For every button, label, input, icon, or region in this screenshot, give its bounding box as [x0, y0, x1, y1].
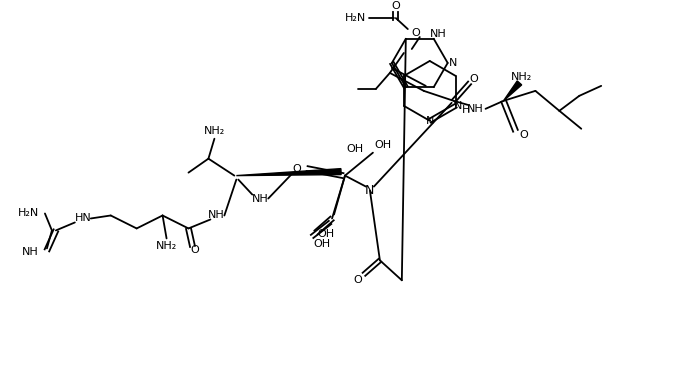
- Polygon shape: [237, 169, 341, 176]
- Text: NH₂: NH₂: [203, 126, 225, 136]
- Text: NH: NH: [252, 194, 268, 204]
- Text: NH: NH: [208, 211, 225, 221]
- Text: N: N: [365, 184, 374, 197]
- Text: OH: OH: [313, 239, 331, 249]
- Text: NH₂: NH₂: [156, 241, 177, 251]
- Text: N: N: [448, 58, 457, 68]
- Text: H₂N: H₂N: [18, 208, 39, 219]
- Text: OH: OH: [318, 229, 335, 239]
- Text: H: H: [462, 105, 470, 115]
- Text: O: O: [412, 28, 420, 38]
- Text: N: N: [426, 116, 434, 126]
- Text: H₂N: H₂N: [345, 13, 366, 23]
- Text: O: O: [392, 1, 400, 11]
- Text: NH: NH: [430, 29, 447, 39]
- Text: HN: HN: [75, 213, 91, 223]
- Text: N: N: [453, 101, 462, 111]
- Text: O: O: [190, 245, 199, 255]
- Text: OH: OH: [374, 140, 392, 150]
- Text: NH: NH: [22, 248, 39, 258]
- Text: O: O: [354, 275, 363, 285]
- Text: NH₂: NH₂: [511, 72, 532, 82]
- Text: O: O: [293, 164, 302, 174]
- Text: O: O: [469, 74, 478, 84]
- Text: O: O: [519, 130, 528, 140]
- Polygon shape: [504, 81, 522, 101]
- Text: NH: NH: [467, 104, 484, 114]
- Text: OH: OH: [347, 144, 363, 154]
